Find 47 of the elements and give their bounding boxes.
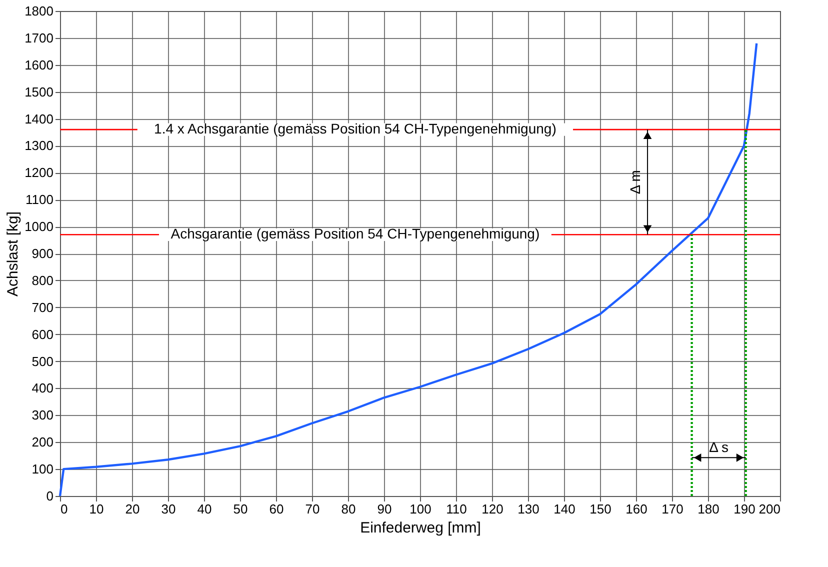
y-tick-label: 200 [32,434,54,450]
x-tick-label: 170 [662,502,684,516]
y-tick-label: 900 [32,246,54,261]
x-tick-label: 20 [125,502,140,516]
y-tick-label: 1600 [24,57,54,72]
y-tick-label: 1100 [26,192,54,208]
x-tick-label: 90 [377,502,392,516]
x-tick-label: 70 [305,502,320,516]
y-tick-label: 300 [32,408,54,423]
y-tick-label: 1500 [24,84,54,100]
line-series [58,42,758,498]
y-tick-label: 1200 [24,165,54,180]
y-tick-label: 100 [32,462,54,477]
ref-line-label: Achsgarantie (gemäss Position 54 CH-Typengenehmigung) [170,226,540,242]
x-tick-label: 0 [60,502,68,516]
y-tick-label: 1700 [24,30,54,46]
x-tick-label: 50 [233,502,248,516]
y-tick-label: 800 [32,272,54,288]
x-tick-label: 200 [758,502,780,516]
x-tick-label: 120 [482,502,504,516]
x-tick-label: 110 [446,502,467,516]
y-tick-label: 400 [32,380,54,396]
ref-line-label: 1.4 x Achsgarantie (gemäss Position 54 CH-Typengenehmigung) [154,120,556,137]
y-tick-label: 1300 [24,138,54,154]
x-tick-label: 150 [590,502,612,516]
x-tick-label: 60 [269,502,284,516]
x-tick-label: 100 [410,502,432,516]
annotation: Δ m [627,170,643,194]
y-tick-label: 500 [32,354,54,369]
x-tick-label: 80 [341,502,356,516]
x-tick-label: 130 [518,502,540,516]
annotation: Δ s [709,438,729,455]
x-tick-label: 190 [734,502,756,516]
y-tick-label: 600 [32,326,54,342]
x-tick-label: 160 [626,502,648,516]
y-tick-label: 0 [46,488,54,504]
x-axis-title: Einfederweg [mm] [360,520,481,536]
y-tick-label: 1400 [24,111,54,126]
x-tick-label: 30 [161,502,176,516]
y-axis-title: Achslast [kg] [4,211,22,297]
y-tick-label: 700 [32,300,54,315]
x-tick-label: 40 [197,502,212,516]
x-tick-label: 140 [554,502,576,516]
y-tick-label: 1800 [24,4,54,18]
x-tick-label: 180 [698,502,720,516]
y-tick-label: 1000 [24,219,54,234]
x-tick-label: 10 [89,502,104,516]
